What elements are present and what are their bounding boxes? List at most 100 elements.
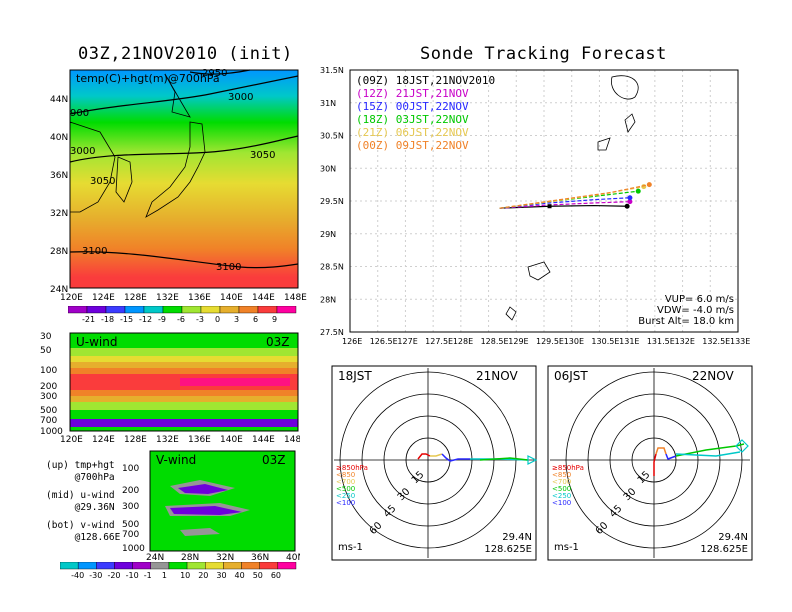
wind-colorbar-label: 1 bbox=[162, 571, 167, 580]
hodograph-1: 18JST 21NOV15304560≥850hPa<850<700<500<25… bbox=[331, 365, 538, 561]
uwind-p-tick: 200 bbox=[40, 382, 57, 392]
vwind-lat-tick: 36N bbox=[251, 553, 269, 563]
uwind-lon-tick: 128E bbox=[124, 435, 147, 445]
track-series-line bbox=[499, 197, 630, 209]
contour-label: 3050 bbox=[250, 150, 275, 161]
map-lon-tick: 124E bbox=[92, 293, 115, 303]
hodo-lon: 128.625E bbox=[700, 544, 748, 555]
track-end-point bbox=[627, 199, 633, 205]
temp-colorbar-swatch bbox=[105, 306, 126, 314]
hodo-lon: 128.625E bbox=[484, 544, 532, 555]
uwind-p-tick: 700 bbox=[40, 416, 57, 426]
hodo2-trace-850 bbox=[653, 453, 657, 476]
temp-colorbar-label: -6 bbox=[177, 315, 185, 324]
track-end-point bbox=[624, 203, 630, 209]
hodo-time-right: 22NOV bbox=[692, 369, 734, 383]
temp-colorbar-label: 0 bbox=[215, 315, 220, 324]
uwind-lon-tick: 120E bbox=[60, 435, 83, 445]
track-annotation: VDW= -4.0 m/s bbox=[657, 305, 734, 316]
map-label: temp(C)+hgt(m)@700hPa bbox=[76, 72, 220, 85]
track-series-line bbox=[499, 201, 630, 209]
track-frame bbox=[349, 69, 739, 333]
temp-colorbar-swatch bbox=[200, 306, 221, 314]
uwind-lon-tick: 136E bbox=[188, 435, 211, 445]
hodo2-end-marker bbox=[735, 439, 749, 453]
track-x-tick: 128E bbox=[453, 337, 473, 346]
contour-label: 3050 bbox=[90, 176, 115, 187]
contour-2950 bbox=[189, 69, 251, 75]
track-x-tick: 129E bbox=[508, 337, 528, 346]
vwind-lat-tick: 24N bbox=[146, 553, 164, 563]
wind-colorbar-swatch bbox=[114, 562, 133, 570]
uwind-p-tick: 100 bbox=[40, 366, 57, 376]
wind-colorbar-swatch bbox=[60, 562, 79, 570]
uwind-lon-tick: 124E bbox=[92, 435, 115, 445]
track-chart: (09Z) 18JST,21NOV2010(12Z) 21JST,21NOV(1… bbox=[320, 66, 750, 346]
track-y-tick: 31.5N bbox=[320, 66, 344, 75]
track-end-point bbox=[635, 188, 641, 194]
vwind-p-tick: 300 bbox=[122, 502, 139, 512]
track-legend-entry: (21Z) 06JST,22NOV bbox=[356, 126, 469, 139]
wind-colorbar-label: -20 bbox=[107, 571, 120, 580]
wind-colorbar-label: -40 bbox=[71, 571, 84, 580]
track-x-tick: 130E bbox=[564, 337, 584, 346]
map-lon-tick: 132E bbox=[156, 293, 179, 303]
note-bot: (bot) v-wind @128.66E bbox=[46, 520, 121, 543]
island-kyushu bbox=[611, 75, 639, 100]
temp-colorbar-label: -12 bbox=[139, 315, 152, 324]
temp-colorbar-swatch bbox=[181, 306, 202, 314]
contour-3100 bbox=[69, 251, 299, 269]
track-x-tick: 131.5E bbox=[647, 337, 675, 346]
map-lon-tick: 144E bbox=[252, 293, 275, 303]
vwind-time: 03Z bbox=[262, 453, 286, 467]
contour-label: 3000 bbox=[70, 146, 95, 157]
temp-colorbar-swatch bbox=[68, 306, 88, 314]
temp-colorbar-label: 3 bbox=[234, 315, 239, 324]
map-lat-tick: 40N bbox=[50, 133, 68, 143]
temp-colorbar-label: 6 bbox=[253, 315, 258, 324]
hodo-time-left: 18JST bbox=[338, 369, 372, 383]
track-y-tick: 30.5N bbox=[320, 132, 344, 141]
map-lat-tick: 28N bbox=[50, 247, 68, 257]
vwind-p-tick: 200 bbox=[122, 486, 139, 496]
temp-colorbar-label: -15 bbox=[120, 315, 133, 324]
wind-colorbar-swatch bbox=[259, 562, 279, 570]
uwind-p-tick: 300 bbox=[40, 392, 57, 402]
track-legend-entry: (18Z) 03JST,22NOV bbox=[356, 113, 469, 126]
hodo-level-legend: <700 bbox=[336, 478, 355, 486]
wind-colorbar-label: 30 bbox=[216, 571, 226, 580]
track-legend-entry: (09Z) 18JST,21NOV2010 bbox=[356, 74, 495, 87]
coast-korea bbox=[115, 156, 133, 203]
uwind-time: 03Z bbox=[266, 335, 290, 349]
track-y-tick: 29N bbox=[320, 230, 336, 239]
wind-colorbar-swatch bbox=[77, 562, 97, 570]
track-x-tick: 126.5E bbox=[370, 337, 398, 346]
coast-sakhalin bbox=[164, 73, 191, 118]
uwind-p-tick: 500 bbox=[40, 406, 57, 416]
right-title: Sonde Tracking Forecast bbox=[420, 44, 667, 64]
wind-colorbar-swatch bbox=[277, 562, 297, 570]
hodo-level-legend: ≥850hPa bbox=[552, 464, 584, 472]
hodo-level-legend: ≥850hPa bbox=[336, 464, 368, 472]
hodo2-trace-500 bbox=[665, 453, 677, 460]
track-annotation: VUP= 6.0 m/s bbox=[665, 294, 734, 305]
hodo-lat: 29.4N bbox=[502, 532, 532, 543]
hodo-level-legend: <500 bbox=[552, 485, 571, 493]
uwind-p-tick: 1000 bbox=[40, 427, 63, 437]
uwind-p-tick: 30 bbox=[40, 332, 52, 342]
uwind-p-tick: 50 bbox=[40, 346, 52, 356]
vwind-p-tick: 100 bbox=[122, 464, 139, 474]
vwind-lat-tick: 28N bbox=[181, 553, 199, 563]
vwind-lat-tick: 40N bbox=[286, 553, 300, 563]
uwind-lon-tick: 148E bbox=[284, 435, 300, 445]
temp-colorbar-swatch bbox=[143, 306, 164, 314]
note-up: (up) tmp+hgt @700hPa bbox=[46, 460, 115, 483]
track-y-tick: 27.5N bbox=[320, 328, 344, 337]
island-yakushima bbox=[597, 137, 611, 151]
vwind-label: V-wind bbox=[156, 453, 196, 467]
hodo-time-left: 06JST bbox=[554, 369, 588, 383]
map-lon-tick: 148E bbox=[284, 293, 307, 303]
wind-colorbar-swatch bbox=[205, 562, 224, 570]
hodo-level-legend: <500 bbox=[336, 485, 355, 493]
